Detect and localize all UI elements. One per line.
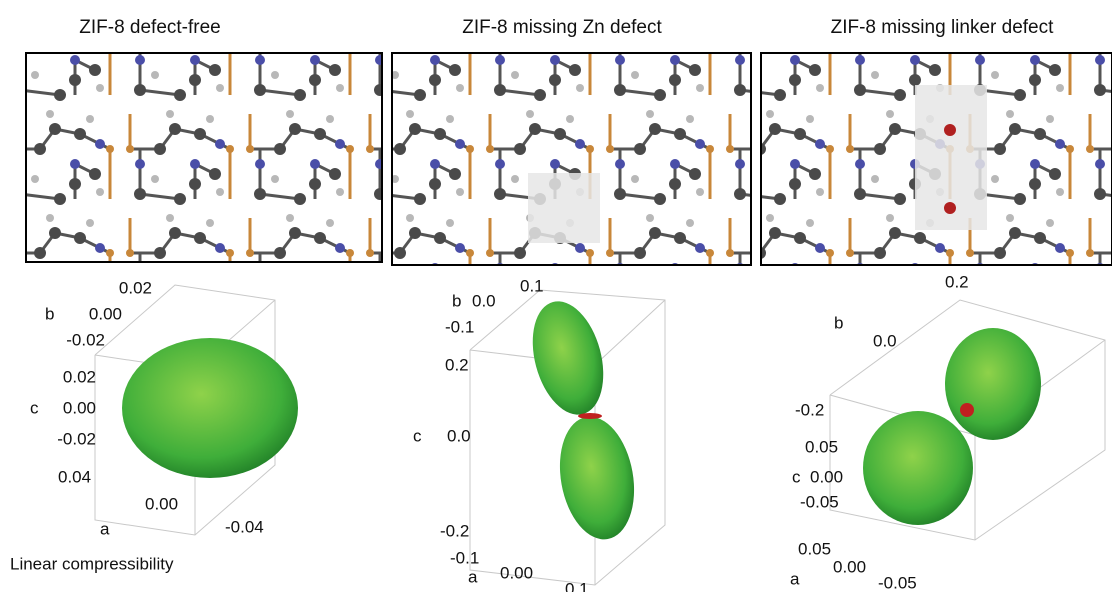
tick-label: -0.04: [225, 517, 264, 536]
panel-title: ZIF-8 missing linker defect: [831, 17, 1055, 38]
tick-label: -0.02: [66, 330, 105, 349]
compressibility-lobe: [863, 411, 973, 525]
structure-image: [25, 52, 383, 263]
tick-label: 0.05: [805, 437, 838, 456]
tick-label: 0.0: [873, 331, 897, 350]
tick-label: 0.2: [445, 355, 469, 374]
axis-label: a: [468, 567, 478, 586]
tick-label: 0.05: [798, 539, 831, 558]
axis-label: b: [45, 304, 54, 323]
axis-label: a: [100, 519, 110, 538]
tick-label: 0.00: [89, 304, 122, 323]
tick-label: 0.00: [145, 494, 178, 513]
compressibility-lobe: [945, 328, 1041, 440]
defect-highlight: [528, 173, 600, 243]
tick-label: 0.00: [833, 557, 866, 576]
tick-label: 0.1: [520, 276, 544, 295]
tick-label: -0.2: [795, 400, 824, 419]
negative-lobe: [578, 413, 602, 419]
compressibility-lobe: [532, 301, 604, 415]
tick-label: 0.2: [945, 272, 969, 291]
tick-label: 0.1: [565, 579, 589, 592]
tick-label: 0.00: [63, 398, 96, 417]
tick-label: 0.0: [472, 291, 496, 310]
compressibility-surface: [122, 338, 298, 478]
tick-label: -0.2: [440, 521, 469, 540]
tick-label: 0.04: [58, 467, 91, 486]
panel-title: ZIF-8 defect-free: [79, 17, 221, 38]
negative-lobe: [960, 403, 974, 417]
axis-label: b: [834, 313, 843, 332]
compressibility-lobe: [559, 416, 635, 540]
tick-label: 0.00: [810, 467, 843, 486]
tick-label: 0.00: [500, 563, 533, 582]
axis-label: b: [452, 291, 461, 310]
tick-label: 0.0: [447, 426, 471, 445]
axis-label: a: [790, 569, 800, 588]
atom: [944, 124, 956, 136]
tick-label: 0.02: [119, 278, 152, 297]
tick-label: -0.05: [878, 573, 917, 592]
panel-title: ZIF-8 missing Zn defect: [462, 17, 662, 38]
tick-label: -0.02: [57, 429, 96, 448]
axis-label: c: [792, 467, 801, 486]
tick-label: 0.02: [63, 367, 96, 386]
atom: [944, 202, 956, 214]
tick-label: -0.1: [445, 317, 474, 336]
axis-label: c: [413, 426, 422, 445]
caption: Linear compressibility: [10, 554, 174, 573]
tick-label: -0.05: [800, 492, 839, 511]
axis-label: c: [30, 398, 39, 417]
tick-label: -0.1: [450, 548, 479, 567]
